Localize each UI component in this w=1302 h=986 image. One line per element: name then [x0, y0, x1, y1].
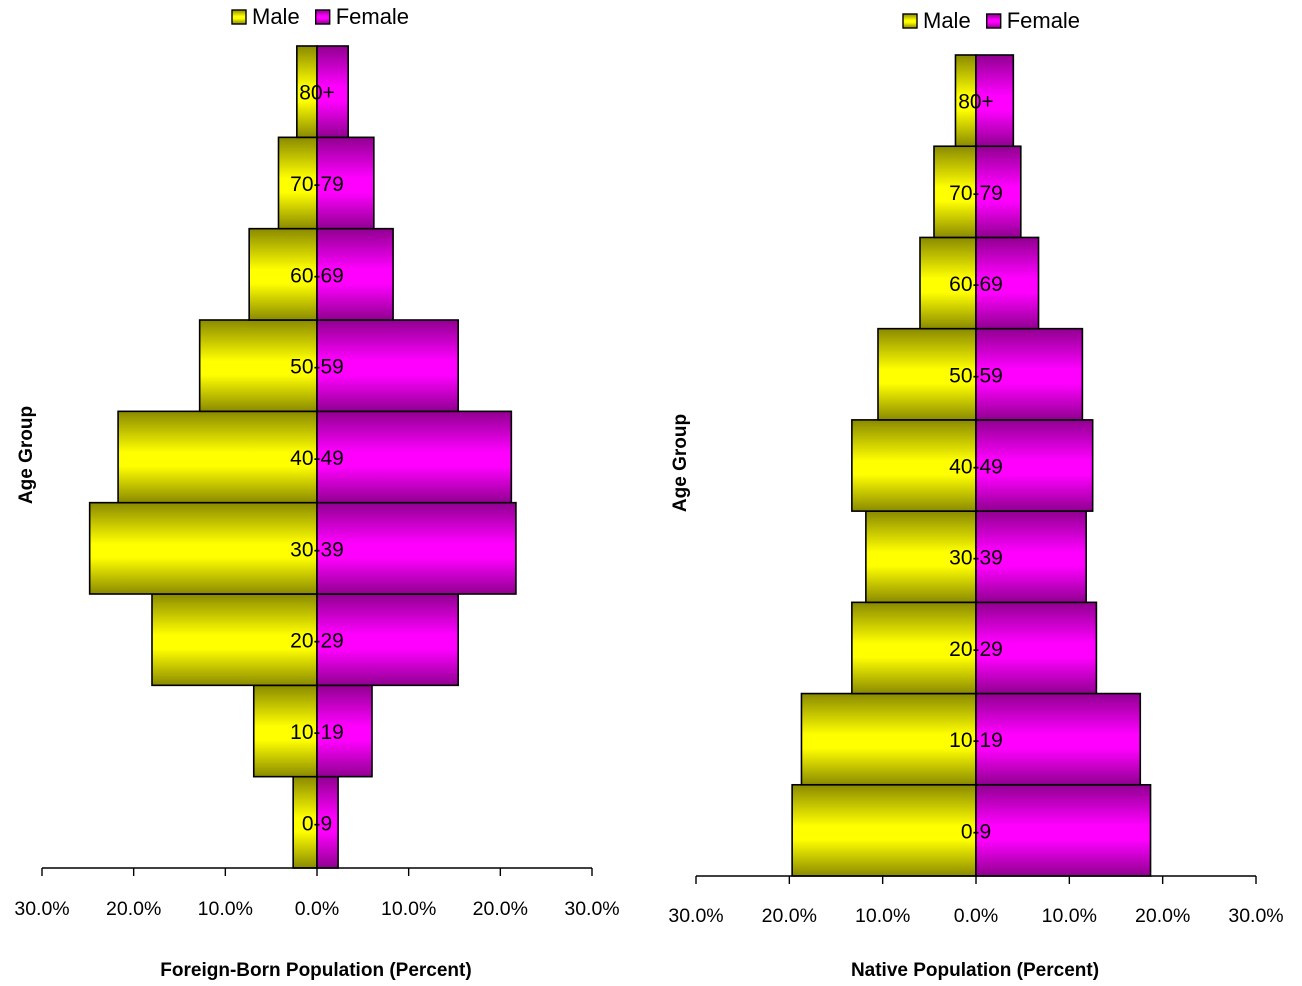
bar-female-10-19 — [316, 684, 373, 778]
category-label: 20-29 — [290, 630, 344, 653]
category-label: 10-19 — [949, 729, 1003, 752]
bar-female-70-79 — [316, 136, 375, 230]
bar-male-70-79 — [933, 145, 977, 239]
bar-male-40-49 — [851, 419, 977, 512]
category-label: 10-19 — [290, 721, 344, 744]
category-label: 70-79 — [290, 173, 344, 196]
bar-male-10-19 — [252, 684, 318, 778]
x-tick-label: 30.0% — [564, 898, 619, 920]
bar-female-20-29 — [975, 601, 1098, 695]
x-tick-label: 0.0% — [954, 905, 998, 927]
category-label: 50-59 — [949, 364, 1003, 387]
legend-label-female: Female — [336, 4, 409, 29]
native-pyramid: 0-9 10-19 20-29 30-39 40-49 50-59 60-69 70-79 80… — [668, 8, 1283, 981]
category-label: 30-39 — [949, 547, 1003, 570]
bar-male-0-9 — [791, 783, 977, 877]
bar-male-30-39 — [88, 501, 318, 595]
bar-male-30-39 — [865, 510, 977, 604]
category-label: 30-39 — [290, 538, 344, 561]
foreign-born-pyramid: 0-9 10-19 20-29 30-39 40-49 50-59 60-69 70-79 80… — [14, 4, 619, 981]
x-tick-label: 30.0% — [1228, 905, 1283, 927]
bar-female-30-39 — [316, 501, 517, 595]
legend-label-female: Female — [1007, 8, 1080, 33]
category-label: 80+ — [958, 91, 994, 114]
category-label: 80+ — [299, 82, 335, 105]
bar-female-50-59 — [316, 319, 459, 413]
legend-swatch-male — [902, 13, 918, 29]
legend-swatch-male — [231, 9, 247, 25]
category-label: 20-29 — [949, 638, 1003, 661]
bar-female-40-49 — [975, 419, 1094, 512]
category-label: 40-49 — [290, 447, 344, 470]
x-tick-label: 0.0% — [295, 898, 339, 920]
bar-female-30-39 — [975, 510, 1087, 604]
bar-female-60-69 — [975, 236, 1040, 330]
bar-female-70-79 — [975, 145, 1022, 239]
legend-swatch-female — [314, 9, 331, 25]
category-label: 60-69 — [290, 264, 344, 287]
x-tick-label: 30.0% — [668, 905, 723, 927]
bar-male-60-69 — [248, 227, 318, 321]
x-axis-title: Native Population (Percent) — [851, 960, 1099, 981]
bar-female-0-9 — [975, 783, 1152, 877]
y-axis-title: Age Group — [16, 406, 37, 504]
legend-label-male: Male — [923, 8, 971, 33]
legend-label-male: Male — [252, 4, 300, 29]
y-axis-title: Age Group — [670, 414, 691, 512]
x-tick-label: 10.0% — [1042, 905, 1097, 927]
x-tick-label: 20.0% — [762, 905, 817, 927]
bar-female-50-59 — [975, 327, 1084, 421]
category-label: 0-9 — [961, 820, 991, 843]
bar-male-40-49 — [117, 410, 318, 504]
bar-female-80+ — [975, 54, 1015, 148]
category-label: 70-79 — [949, 182, 1003, 205]
bar-female-40-49 — [316, 410, 513, 504]
category-label: 50-59 — [290, 356, 344, 379]
x-axis-title: Foreign-Born Population (Percent) — [160, 960, 471, 981]
category-label: 40-49 — [949, 456, 1003, 479]
category-label: 60-69 — [949, 273, 1003, 296]
bar-male-50-59 — [198, 319, 318, 413]
legend: Male Female — [902, 8, 1080, 33]
x-tick-label: 10.0% — [381, 898, 436, 920]
x-tick-label: 20.0% — [1135, 905, 1190, 927]
bar-female-10-19 — [975, 692, 1142, 786]
bar-female-80+ — [316, 45, 349, 139]
bar-female-60-69 — [316, 227, 394, 321]
x-tick-label: 20.0% — [106, 898, 161, 920]
legend: Male Female — [231, 4, 409, 29]
category-label: 0-9 — [302, 812, 332, 835]
x-tick-label: 30.0% — [14, 898, 69, 920]
x-tick-label: 20.0% — [473, 898, 528, 920]
legend-swatch-female — [985, 13, 1002, 29]
x-tick-label: 10.0% — [855, 905, 910, 927]
x-tick-label: 10.0% — [198, 898, 253, 920]
